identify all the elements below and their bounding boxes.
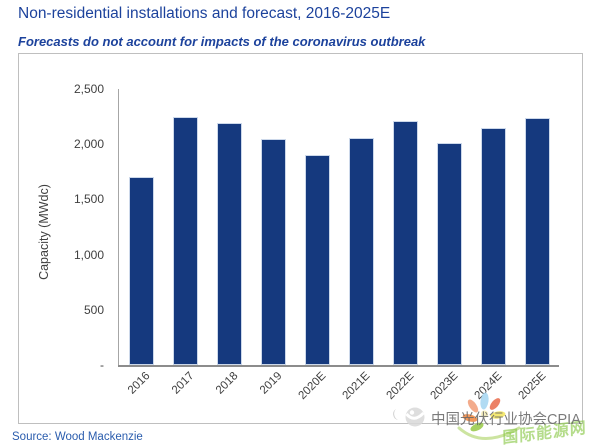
bar-2017: [173, 116, 198, 365]
bar-2025E: [525, 117, 550, 365]
chart-subtitle: Forecasts do not account for impacts of …: [18, 34, 426, 49]
bar-2024E: [481, 127, 506, 365]
bar-2023E: [437, 143, 462, 365]
y-tick-0: -: [100, 358, 104, 372]
y-tick-2500: 2,500: [73, 82, 104, 96]
x-tick-2017: 2017: [169, 370, 196, 397]
bar-2021E: [349, 137, 374, 365]
x-tick-2022E: 2022E: [383, 370, 416, 403]
x-tick-2020E: 2020E: [295, 370, 328, 403]
watermark-cpia-text: 中国光伏行业协会CPIA: [431, 412, 581, 428]
y-tick-1500: 1,500: [73, 192, 104, 207]
x-tick-2018: 2018: [213, 370, 240, 397]
y-tick-1000: 1,000: [73, 247, 104, 262]
y-axis-line: [118, 89, 119, 365]
bar-2019: [261, 138, 286, 365]
bar-2016: [129, 177, 154, 365]
chart-plot-area: Capacity (MWdc) - 500 1,000 1,500 2,000 2,500…: [18, 53, 583, 424]
x-tick-2016: 2016: [125, 370, 152, 397]
y-tick-500: 500: [83, 302, 104, 317]
x-tick-2019: 2019: [257, 370, 284, 397]
y-axis-title: Capacity (MWdc): [37, 184, 51, 280]
source-note: Source: Wood Mackenzie: [12, 431, 143, 443]
x-axis-line: [118, 365, 559, 367]
x-tick-2021E: 2021E: [339, 370, 372, 403]
y-tick-2000: 2,000: [73, 137, 104, 152]
bar-2020E: [305, 155, 330, 365]
chart-title: Non-residential installations and foreca…: [18, 5, 391, 22]
bar-2018: [217, 123, 242, 365]
bar-2022E: [393, 121, 418, 365]
